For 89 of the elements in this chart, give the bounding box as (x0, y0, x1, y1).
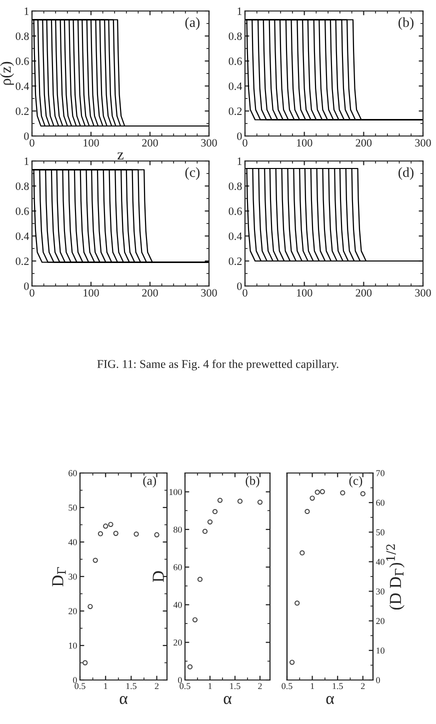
x-tick-label: 0 (30, 289, 34, 297)
y-tick-label: 50 (68, 504, 77, 511)
y-tick-label: 0 (237, 132, 242, 140)
x-tick-label: 0 (242, 139, 248, 147)
annotation: (c) (185, 167, 200, 180)
y-axis-title: D$_{Γ}$ (52, 567, 66, 586)
annotation: (c) (349, 476, 362, 488)
x-tick-label: 0 (242, 289, 248, 297)
x-tick-label: 1 (104, 683, 108, 690)
y-tick-label: 0.4 (228, 232, 242, 240)
x-tick-label: 1.5 (126, 683, 136, 690)
y2-tick-label: 70 (376, 470, 384, 476)
x-tick-label: 0 (30, 139, 34, 147)
y-tick-label: 0.6 (16, 57, 29, 66)
x-tick-label: 300 (201, 289, 217, 297)
x-tick-label: 1 (208, 683, 212, 690)
y-axis-title: ρ(z) (0, 62, 14, 85)
y-tick-label: 0 (178, 677, 182, 684)
annotation: (d) (398, 167, 414, 180)
y-tick-label: 10 (68, 642, 77, 649)
y-tick-label: 0.6 (228, 57, 242, 66)
x-tick-label: 1.5 (230, 683, 240, 690)
x-tick-label: 100 (84, 139, 99, 147)
x-tick-label: 100 (84, 289, 99, 297)
x-tick-label: 300 (201, 139, 217, 147)
y2-tick-label: 10 (376, 648, 384, 654)
x-tick-label: 0.5 (74, 683, 86, 690)
x-tick-label: 200 (142, 289, 158, 297)
caption: FIG. 11: Same as Fig. 4 for the prewetted capillary. (97, 360, 338, 370)
y-tick-label: 0.4 (228, 82, 242, 90)
x-tick-label: 200 (356, 289, 372, 297)
x-tick-label: 100 (296, 139, 312, 147)
y-tick-label: 0.4 (16, 82, 30, 90)
y-tick-label: 60 (68, 470, 77, 476)
x-tick-label: 100 (296, 289, 312, 297)
annotation: (a) (185, 17, 200, 30)
y-tick-label: 1 (24, 8, 29, 15)
y-tick-label: 80 (174, 526, 182, 533)
y-tick-label: 0.2 (16, 107, 29, 116)
x-tick-label: 1.5 (332, 683, 343, 690)
y-tick-label: 0.8 (16, 182, 29, 190)
x-tick-label: 0.5 (282, 683, 292, 690)
y-tick-label: 0.8 (228, 182, 242, 190)
x-tick-label: 1 (310, 683, 314, 690)
y-tick-label: 0.6 (228, 207, 242, 216)
x-tick-label: 0.5 (180, 683, 190, 690)
y-tick-label: 1 (238, 158, 242, 165)
y-tick-label: 0.2 (228, 107, 242, 116)
y-tick-label: 1 (238, 8, 242, 15)
annotation: (a) (143, 476, 156, 488)
y-tick-label: 60 (174, 564, 182, 570)
y-tick-label: 0.4 (16, 232, 30, 240)
y-tick-label: 0.2 (16, 257, 29, 266)
annotation: (b) (246, 476, 260, 488)
x-tick-label: 2 (258, 683, 262, 690)
x-axis-title: α (224, 696, 232, 704)
x-tick-label: 300 (415, 139, 431, 147)
y-tick-label: 0.8 (228, 32, 242, 40)
x-tick-label: 2 (154, 683, 159, 690)
y-tick-label: 0.2 (228, 257, 242, 266)
x-tick-label: 200 (142, 139, 158, 147)
y-tick-label: 0.6 (16, 207, 29, 216)
y2-axis-title: (D D$_{Γ}$)$^{1/2}$ (386, 544, 404, 610)
y-tick-label: 0 (24, 132, 29, 140)
x-tick-label: 200 (356, 139, 372, 147)
y-tick-label: 100 (169, 488, 182, 496)
y-tick-label: 20 (68, 608, 77, 614)
y-tick-label: 0.8 (16, 32, 29, 40)
y-tick-label: 30 (68, 574, 77, 580)
y-tick-label: 0 (24, 282, 29, 290)
y-tick-label: 1 (24, 158, 29, 165)
y-tick-label: 0 (237, 282, 242, 290)
y2-tick-label: 60 (376, 500, 384, 506)
y2-tick-label: 50 (376, 529, 384, 536)
y-tick-label: 40 (173, 602, 182, 608)
y-axis-title: D (152, 571, 164, 582)
x-axis-title: z (118, 152, 124, 160)
y2-tick-label: 40 (376, 558, 384, 565)
y-tick-label: 20 (174, 639, 182, 646)
x-axis-title: α (326, 696, 334, 704)
x-tick-label: 2 (361, 683, 365, 690)
annotation: (b) (398, 17, 414, 30)
y2-tick-label: 20 (376, 618, 384, 624)
y-tick-label: 0 (73, 677, 77, 684)
y2-tick-label: 30 (376, 588, 384, 595)
y-tick-label: 40 (68, 539, 77, 546)
x-tick-label: 300 (415, 289, 431, 297)
y2-tick-label: 0 (376, 677, 380, 684)
x-axis-title: α (120, 696, 128, 704)
